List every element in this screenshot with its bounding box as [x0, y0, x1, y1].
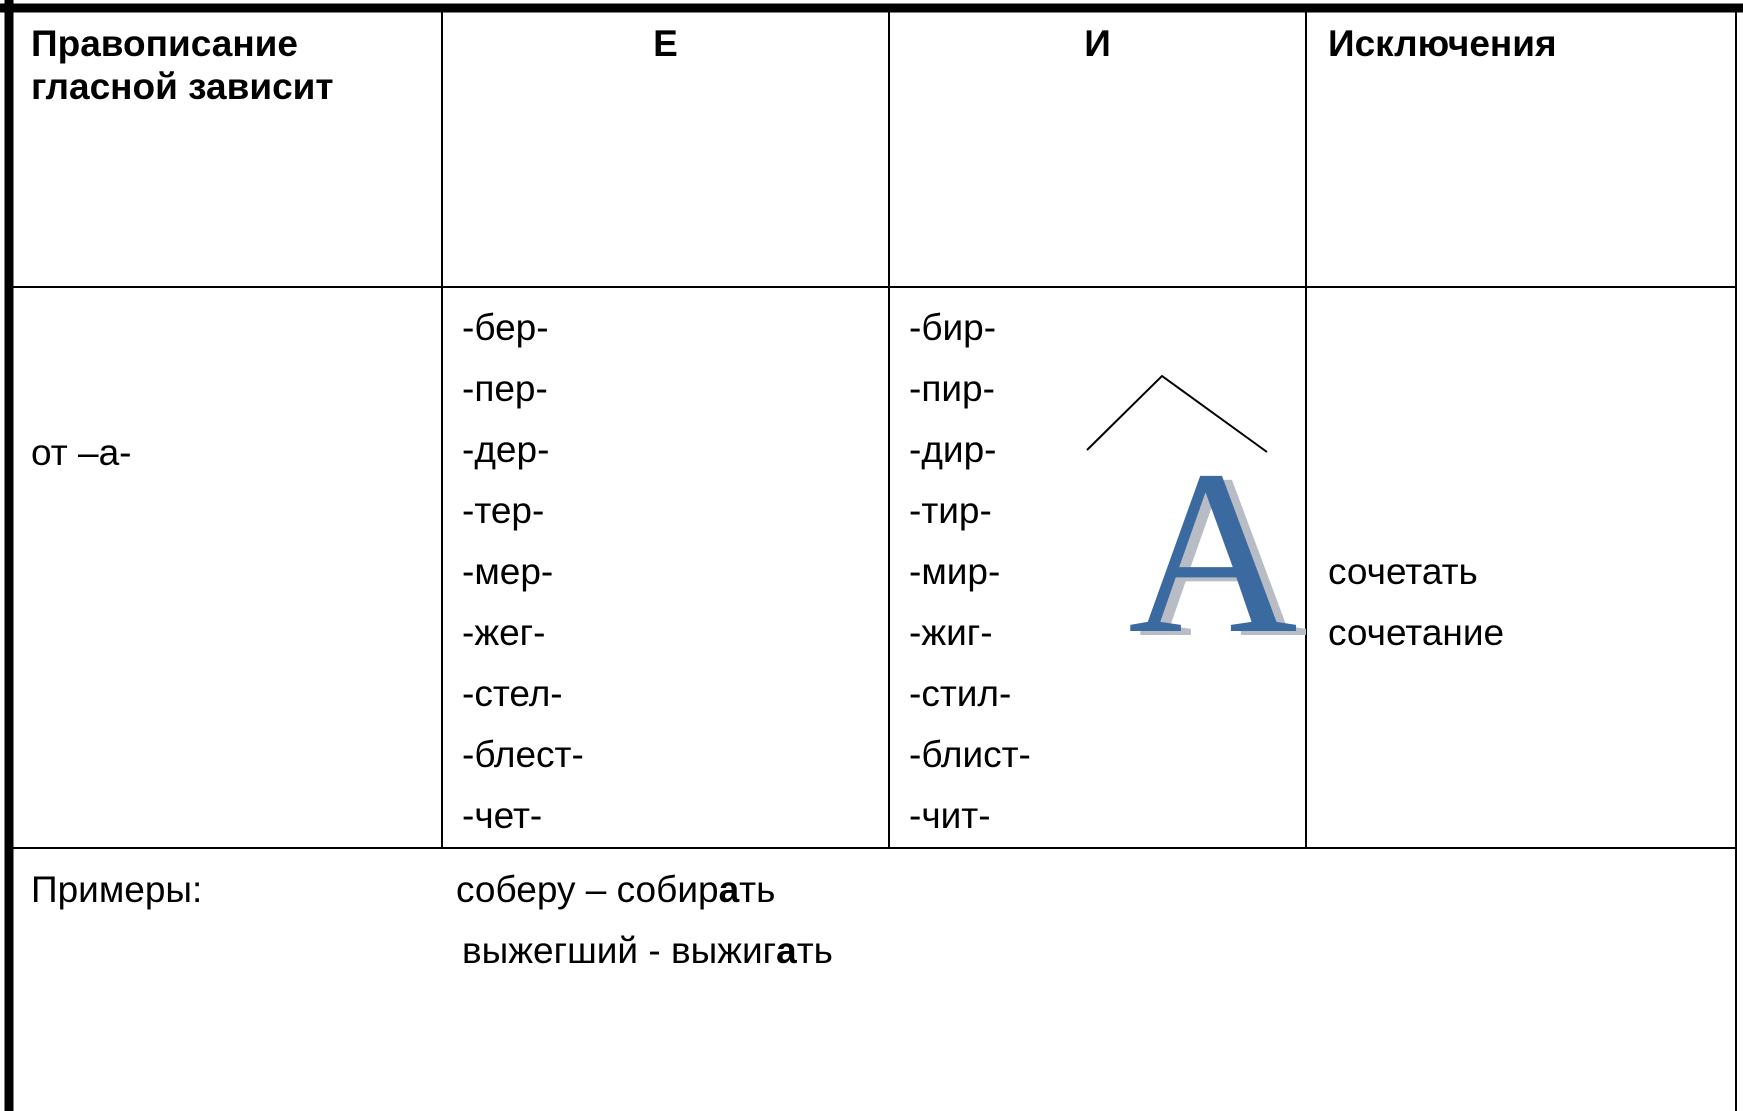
- decorative-letter: A: [1128, 422, 1298, 682]
- root-i: -жиг-: [909, 612, 993, 653]
- root-e: -стел-: [462, 673, 563, 714]
- example-text: соберу – собир: [456, 869, 719, 910]
- examples-label: Примеры:: [31, 869, 203, 910]
- header-cell: Исключения: [1328, 23, 1557, 64]
- highlight-vowel: а: [718, 869, 740, 910]
- root-i: -бир-: [909, 307, 997, 348]
- highlight-vowel: а: [776, 930, 797, 971]
- root-e: -пер-: [462, 368, 548, 409]
- example-text: ть: [739, 869, 776, 910]
- exception: сочетание: [1328, 612, 1505, 653]
- condition-cell: от –а-: [31, 432, 132, 473]
- root-i: -блист-: [909, 734, 1031, 775]
- example-text: выжегший - выжиг: [462, 930, 777, 971]
- root-e: -блест-: [462, 734, 584, 775]
- example-line: выжегший - выжигать: [462, 929, 833, 972]
- caret: [1086, 374, 1268, 453]
- root-i: -дир-: [909, 429, 997, 470]
- root-e: -жег-: [462, 612, 546, 653]
- root-e: -тер-: [462, 490, 545, 531]
- exception: сочетать: [1328, 551, 1478, 592]
- root-i: -тир-: [909, 490, 992, 531]
- example-text: ть: [796, 930, 833, 971]
- root-e: -чет-: [462, 795, 543, 836]
- root-i: -пир-: [909, 368, 995, 409]
- example-line: соберу – собирать: [456, 868, 775, 911]
- root-i: -чит-: [909, 795, 991, 836]
- root-i: -мир-: [909, 551, 1001, 592]
- header-cell: И: [1084, 23, 1111, 64]
- header-cell: Правописание гласной зависит: [31, 23, 334, 107]
- root-e: -бер-: [462, 307, 549, 348]
- root-e: -дер-: [462, 429, 550, 470]
- root-i: -стил-: [909, 673, 1012, 714]
- header-cell: Е: [653, 23, 678, 64]
- root-e: -мер-: [462, 551, 554, 592]
